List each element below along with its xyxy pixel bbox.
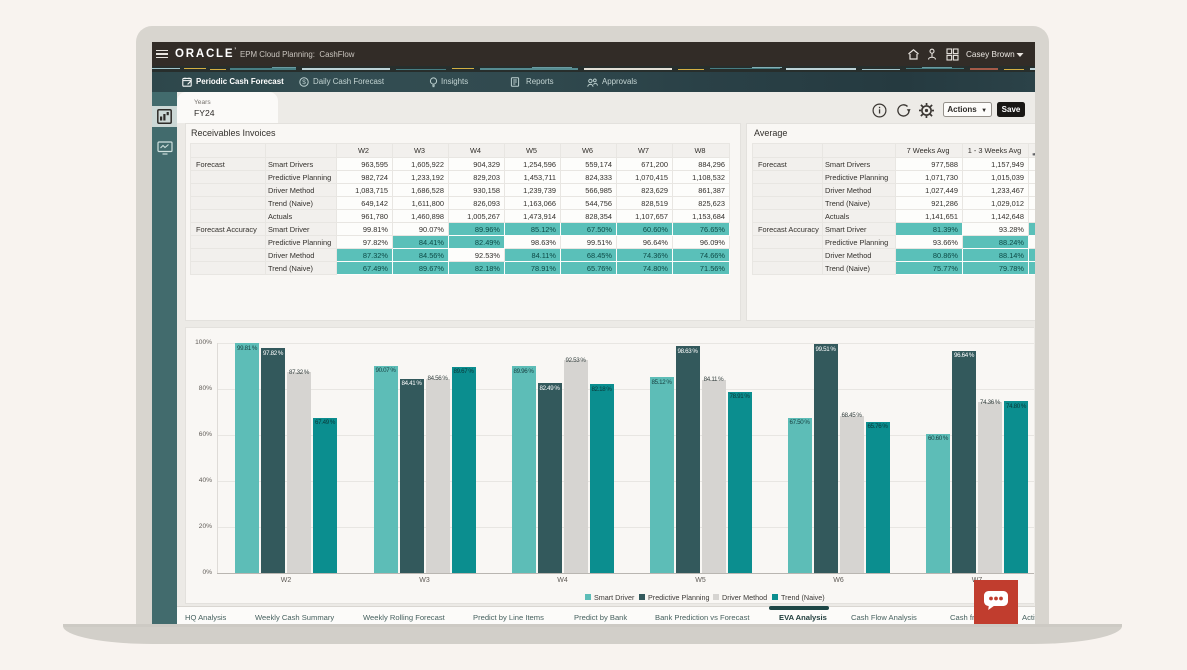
- svg-text:$: $: [302, 79, 306, 86]
